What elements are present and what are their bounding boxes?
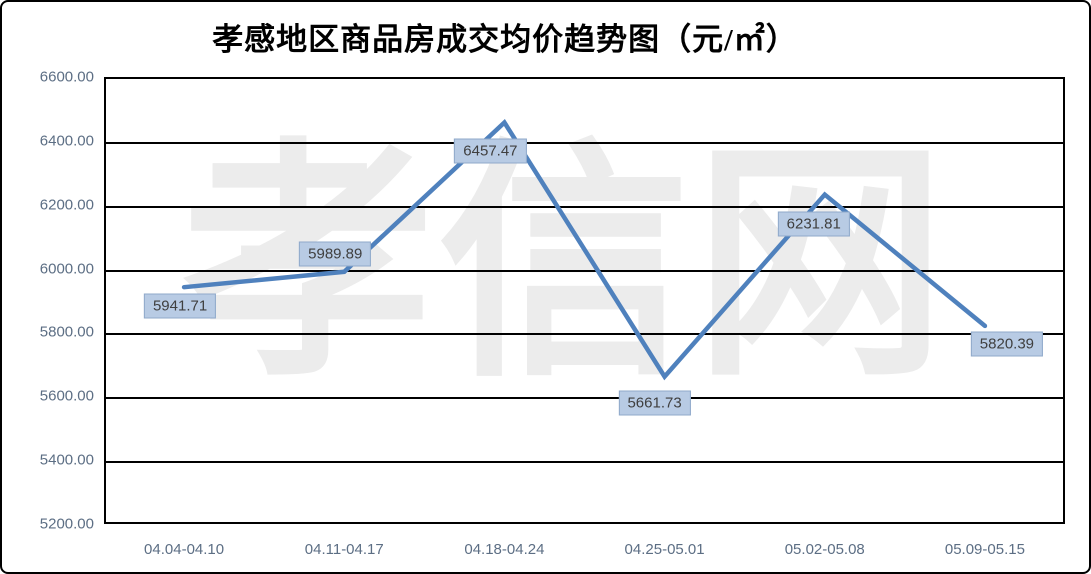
gridline — [106, 461, 1063, 464]
x-axis-tick-label: 04.25-05.01 — [624, 541, 705, 558]
data-point-label: 5941.71 — [143, 293, 217, 319]
x-axis-tick-label: 04.18-04.24 — [464, 541, 545, 558]
data-point-label: 5820.39 — [970, 331, 1044, 357]
y-axis-tick-label: 6600.00 — [39, 68, 94, 86]
x-axis-tick-label: 04.04-04.10 — [144, 541, 225, 558]
data-point-label: 5661.73 — [618, 390, 691, 416]
chart-title: 孝感地区商品房成交均价趋势图（元/㎡） — [212, 22, 798, 57]
gridline — [106, 141, 1063, 144]
y-axis-tick-label: 5200.00 — [39, 515, 94, 533]
data-point-label: 6231.81 — [777, 211, 850, 237]
y-axis-tick-label: 5800.00 — [39, 323, 94, 341]
y-axis-tick-label: 5400.00 — [39, 451, 94, 469]
data-point-label: 5989.89 — [299, 241, 372, 267]
x-axis-tick-label: 05.02-05.08 — [784, 541, 865, 558]
y-axis-tick-label: 6400.00 — [39, 132, 94, 150]
x-axis-tick-label: 04.11-04.17 — [304, 541, 384, 558]
gridline — [106, 333, 1063, 336]
y-axis-tick-label: 5600.00 — [39, 387, 94, 405]
gridline — [106, 269, 1063, 272]
y-axis-tick-label: 6200.00 — [39, 196, 94, 214]
plot-area — [104, 77, 1065, 524]
gridline — [106, 397, 1063, 400]
x-axis-tick-label: 05.09-05.15 — [944, 541, 1025, 558]
y-axis-tick-label: 6000.00 — [39, 260, 94, 278]
gridline — [106, 205, 1063, 208]
data-point-label: 6457.47 — [454, 138, 527, 163]
